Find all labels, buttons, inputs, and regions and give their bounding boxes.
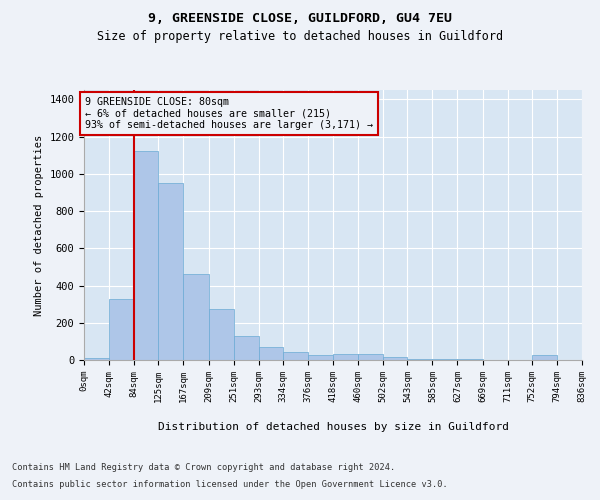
Bar bbox=[259, 347, 283, 360]
Bar bbox=[358, 354, 383, 360]
Text: Contains public sector information licensed under the Open Government Licence v3: Contains public sector information licen… bbox=[12, 480, 448, 489]
Bar bbox=[209, 309, 233, 360]
Bar bbox=[84, 358, 109, 360]
Bar bbox=[134, 150, 158, 360]
Bar bbox=[283, 352, 308, 360]
Bar bbox=[407, 359, 433, 360]
Bar bbox=[333, 354, 358, 360]
Text: Contains HM Land Registry data © Crown copyright and database right 2024.: Contains HM Land Registry data © Crown c… bbox=[12, 462, 395, 471]
Bar bbox=[233, 336, 259, 360]
Bar bbox=[383, 357, 407, 360]
Text: 9 GREENSIDE CLOSE: 80sqm
← 6% of detached houses are smaller (215)
93% of semi-d: 9 GREENSIDE CLOSE: 80sqm ← 6% of detache… bbox=[85, 96, 373, 130]
Bar bbox=[109, 300, 134, 360]
Text: Distribution of detached houses by size in Guildford: Distribution of detached houses by size … bbox=[158, 422, 509, 432]
Bar bbox=[184, 274, 209, 360]
Text: 9, GREENSIDE CLOSE, GUILDFORD, GU4 7EU: 9, GREENSIDE CLOSE, GUILDFORD, GU4 7EU bbox=[148, 12, 452, 26]
Bar bbox=[158, 183, 184, 360]
Bar bbox=[433, 359, 457, 360]
Bar bbox=[308, 356, 333, 360]
Y-axis label: Number of detached properties: Number of detached properties bbox=[34, 134, 44, 316]
Bar bbox=[457, 359, 482, 360]
Bar bbox=[532, 356, 557, 360]
Text: Size of property relative to detached houses in Guildford: Size of property relative to detached ho… bbox=[97, 30, 503, 43]
